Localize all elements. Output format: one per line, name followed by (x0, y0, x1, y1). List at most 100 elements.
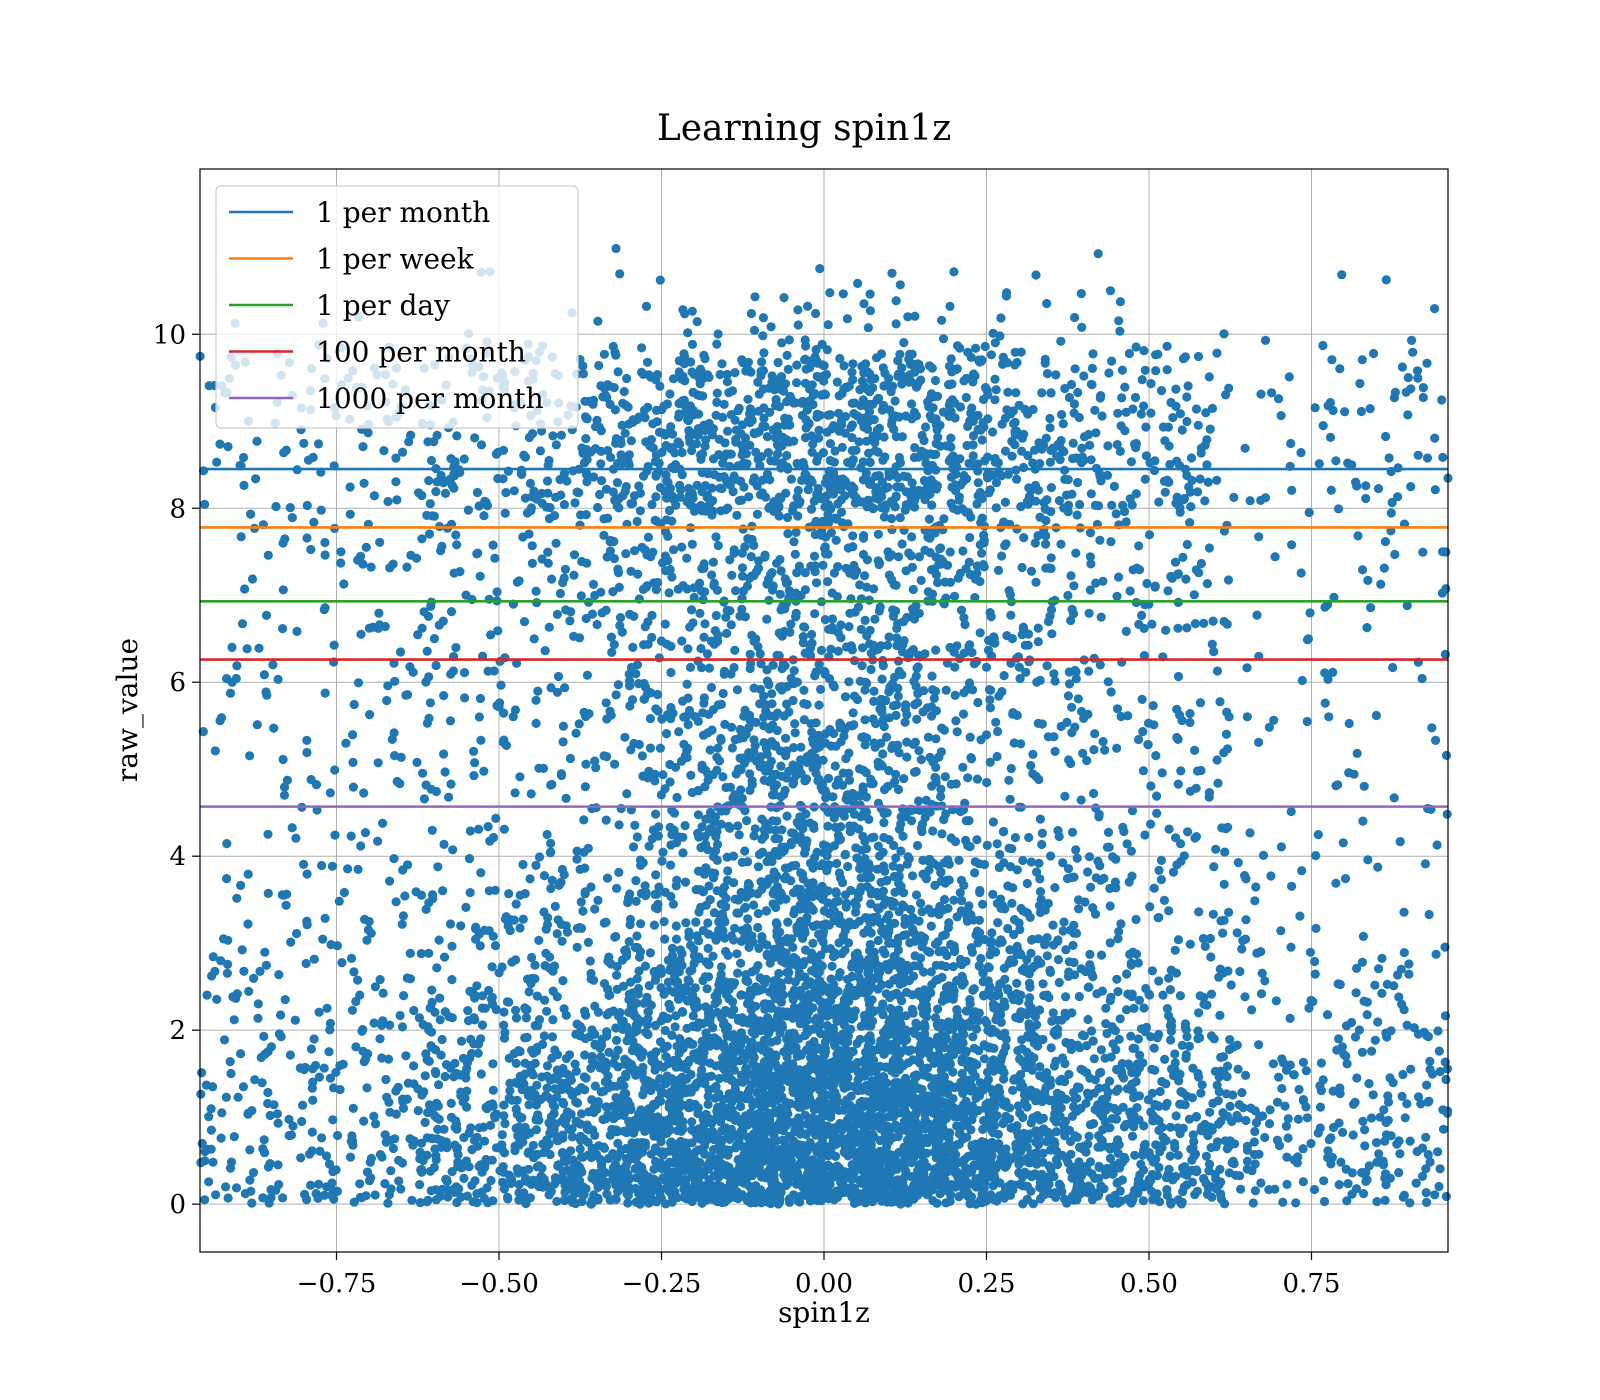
scatter-point (912, 714, 922, 724)
scatter-point (1026, 566, 1037, 576)
scatter-point (1394, 1136, 1404, 1146)
scatter-point (927, 363, 937, 373)
scatter-point (1247, 1166, 1257, 1176)
scatter-point (1206, 989, 1217, 999)
scatter-point (956, 605, 967, 615)
scatter-point (440, 767, 450, 777)
scatter-point (556, 770, 567, 781)
scatter-point (570, 1059, 580, 1069)
scatter-point (753, 889, 763, 899)
scatter-point (1379, 1105, 1389, 1115)
scatter-point (865, 306, 876, 316)
scatter-point (1221, 729, 1231, 739)
scatter-point (1066, 1149, 1076, 1159)
scatter-point (366, 562, 376, 572)
scatter-point (1175, 409, 1185, 419)
scatter-point (375, 1034, 385, 1044)
scatter-point (1377, 988, 1387, 999)
scatter-point (916, 1120, 926, 1130)
scatter-point (779, 293, 789, 303)
scatter-point (929, 693, 939, 704)
scatter-point (206, 1104, 216, 1114)
scatter-point (834, 408, 844, 418)
scatter-point (1282, 1152, 1292, 1162)
scatter-point (1143, 740, 1153, 750)
scatter-point (680, 821, 690, 831)
scatter-point (1151, 366, 1161, 376)
scatter-point (330, 830, 340, 840)
scatter-point (668, 545, 679, 555)
scatter-point (713, 329, 723, 339)
scatter-point (1103, 827, 1114, 838)
scatter-point (1171, 384, 1181, 394)
scatter-point (211, 1190, 221, 1200)
scatter-point (383, 1198, 393, 1208)
scatter-point (840, 692, 851, 702)
scatter-point (511, 1104, 521, 1114)
scatter-point (530, 960, 540, 970)
scatter-point (1056, 539, 1066, 549)
scatter-point (204, 1177, 214, 1187)
scatter-point (210, 746, 220, 756)
scatter-point (1001, 291, 1012, 301)
scatter-point (1204, 372, 1214, 382)
scatter-point (472, 981, 482, 991)
scatter-point (366, 1173, 376, 1183)
scatter-point (1215, 697, 1225, 707)
scatter-point (1182, 416, 1192, 427)
scatter-point (630, 546, 640, 556)
scatter-point (736, 887, 746, 898)
scatter-point (317, 860, 327, 871)
scatter-point (683, 644, 693, 654)
scatter-point (849, 570, 860, 581)
scatter-point (1189, 590, 1199, 600)
scatter-point (370, 1190, 380, 1200)
scatter-point (696, 454, 706, 464)
scatter-point (539, 1174, 549, 1184)
scatter-point (463, 505, 473, 515)
scatter-point (685, 622, 695, 632)
scatter-point (263, 829, 273, 839)
scatter-point (447, 941, 457, 951)
scatter-point (1170, 1049, 1180, 1059)
scatter-point (910, 443, 920, 453)
scatter-point (891, 319, 901, 329)
scatter-point (359, 788, 369, 798)
scatter-point (1138, 1196, 1148, 1206)
scatter-point (772, 871, 782, 881)
scatter-point (589, 1190, 599, 1200)
scatter-point (1067, 827, 1078, 837)
scatter-point (594, 360, 604, 371)
scatter-point (682, 753, 692, 763)
scatter-point (1092, 989, 1102, 999)
scatter-point (385, 876, 395, 886)
scatter-point (678, 305, 688, 315)
scatter-point (1320, 668, 1330, 678)
scatter-point (268, 660, 278, 670)
scatter-point (1381, 275, 1391, 285)
scatter-point (1319, 1196, 1330, 1207)
scatter-point (857, 643, 868, 653)
scatter-point (1271, 996, 1281, 1006)
scatter-point (626, 436, 636, 446)
scatter-point (1219, 915, 1229, 926)
scatter-point (891, 296, 901, 306)
scatter-point (439, 749, 449, 759)
scatter-point (1430, 433, 1440, 443)
scatter-point (709, 908, 720, 918)
scatter-point (405, 948, 415, 959)
scatter-point (1085, 1157, 1096, 1167)
scatter-point (1061, 992, 1071, 1002)
scatter-point (436, 546, 446, 556)
scatter-point (336, 558, 346, 568)
scatter-point (1377, 953, 1387, 964)
scatter-point (1381, 431, 1391, 442)
scatter-point (1028, 749, 1038, 760)
scatter-point (1154, 1125, 1164, 1135)
scatter-point (418, 768, 428, 778)
scatter-point (1335, 979, 1345, 990)
scatter-point (382, 695, 392, 706)
scatter-point (1310, 403, 1320, 413)
scatter-point (1304, 507, 1314, 518)
